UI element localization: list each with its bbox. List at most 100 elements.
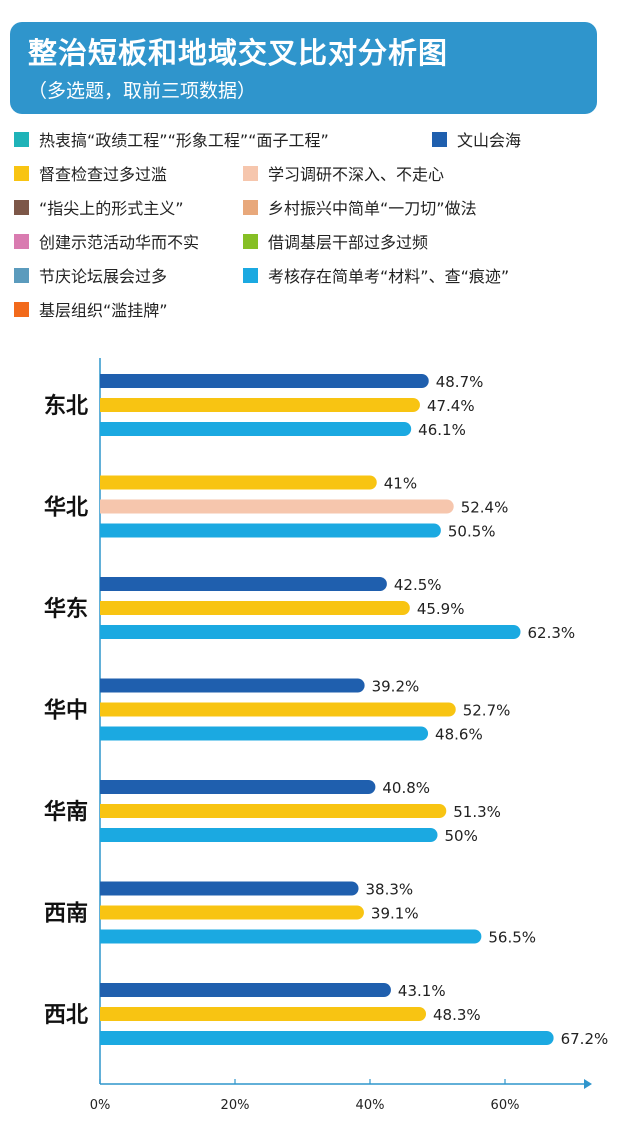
bar [100,905,364,920]
data-label: 48.3% [433,1006,481,1024]
legend-label: 节庆论坛展会过多 [39,267,168,286]
legend-swatch [14,131,29,147]
bar [100,374,429,388]
data-label: 42.5% [394,576,442,594]
legend-item: 学习调研不深入、不走心 [243,161,444,185]
legend-item: 文山会海 [432,127,521,151]
category-label: 华南 [44,799,88,825]
data-label: 46.1% [418,421,466,439]
legend-label: 创建示范活动华而不实 [39,233,200,252]
bar-base [100,983,114,997]
bar-base [100,422,114,436]
bar-base [100,625,114,639]
bar-base [100,523,114,538]
data-label: 50.5% [448,523,496,541]
legend-item: 借调基层干部过多过频 [243,229,428,253]
data-label: 51.3% [453,803,501,821]
legend-item: 节庆论坛展会过多 [14,263,167,287]
bar-base [100,905,114,920]
bar [100,929,482,944]
bar [100,475,377,490]
bar-base [100,398,114,412]
bar [100,678,365,693]
bar-base [100,1007,114,1021]
legend-swatch [14,165,29,181]
category-label: 华北 [44,495,88,521]
data-label: 45.9% [417,600,465,618]
bar-base [100,475,114,490]
legend-label: 学习调研不深入、不走心 [268,165,445,184]
bar-base [100,1031,114,1045]
legend-swatch [432,131,447,147]
bar [100,881,359,896]
category-label: 华中 [44,698,88,724]
bar-base [100,929,114,944]
data-label: 52.4% [461,499,509,517]
data-label: 40.8% [382,779,430,797]
data-label: 62.3% [528,624,576,642]
bar-base [100,726,114,741]
bar-base [100,804,114,818]
legend-swatch [14,267,29,283]
x-tick-label: 40% [356,1098,385,1113]
bar [100,577,387,591]
data-label: 43.1% [398,982,446,1000]
chart-title: 整治短板和地域交叉比对分析图 [28,36,449,70]
legend-label: 乡村振兴中简单“一刀切”做法 [268,199,477,218]
legend-swatch [14,199,29,215]
bar [100,523,441,538]
data-label: 41% [384,475,417,493]
legend-swatch [14,301,29,317]
data-label: 67.2% [561,1030,609,1048]
legend-item: 创建示范活动华而不实 [14,229,199,253]
bar-base [100,601,114,615]
legend-swatch [243,267,258,283]
chart-header: 整治短板和地域交叉比对分析图 （多选题，取前三项数据） [10,22,597,114]
bar [100,1031,554,1045]
x-tick-label: 0% [90,1098,111,1113]
chart-subtitle: （多选题，取前三项数据） [28,80,257,102]
data-label: 48.7% [436,373,484,391]
bar [100,1007,427,1021]
bar [100,398,420,412]
bar-base [100,577,114,591]
legend-label: 督查检查过多过滥 [39,165,168,184]
bar-base [100,499,114,514]
legend-swatch [243,233,258,249]
data-label: 47.4% [427,397,475,415]
legend-label: 考核存在简单考“材料”、查“痕迹” [268,267,510,286]
x-axis-arrow-icon [584,1079,592,1089]
bar [100,702,456,717]
legend-label: 热衷搞“政绩工程”“形象工程”“面子工程” [39,131,329,150]
x-tick-label: 60% [491,1098,520,1113]
bar [100,726,429,741]
bar [100,499,454,514]
category-label: 西北 [44,1003,88,1028]
bar-base [100,678,114,693]
data-label: 38.3% [366,881,414,899]
data-label: 39.1% [371,905,419,923]
bar [100,625,521,639]
legend-item: 乡村振兴中简单“一刀切”做法 [243,195,477,219]
legend-swatch [243,199,258,215]
legend-item: 督查检查过多过滥 [14,161,167,185]
bar-base [100,881,114,896]
bar-base [100,702,114,717]
legend-label: 基层组织“滥挂牌” [39,301,168,320]
data-label: 39.2% [372,678,420,696]
legend-label: “指尖上的形式主义” [39,199,184,218]
bar [100,804,447,818]
bar [100,983,391,997]
legend-swatch [243,165,258,181]
bar [100,780,376,794]
data-label: 48.6% [435,726,483,744]
legend-item: 考核存在简单考“材料”、查“痕迹” [243,263,509,287]
legend-label: 借调基层干部过多过频 [268,233,429,252]
data-label: 56.5% [488,929,536,947]
legend-item: 热衷搞“政绩工程”“形象工程”“面子工程” [14,127,329,151]
legend-item: 基层组织“滥挂牌” [14,297,168,321]
bar [100,601,410,615]
legend-label: 文山会海 [457,131,522,150]
bar-base [100,374,114,388]
